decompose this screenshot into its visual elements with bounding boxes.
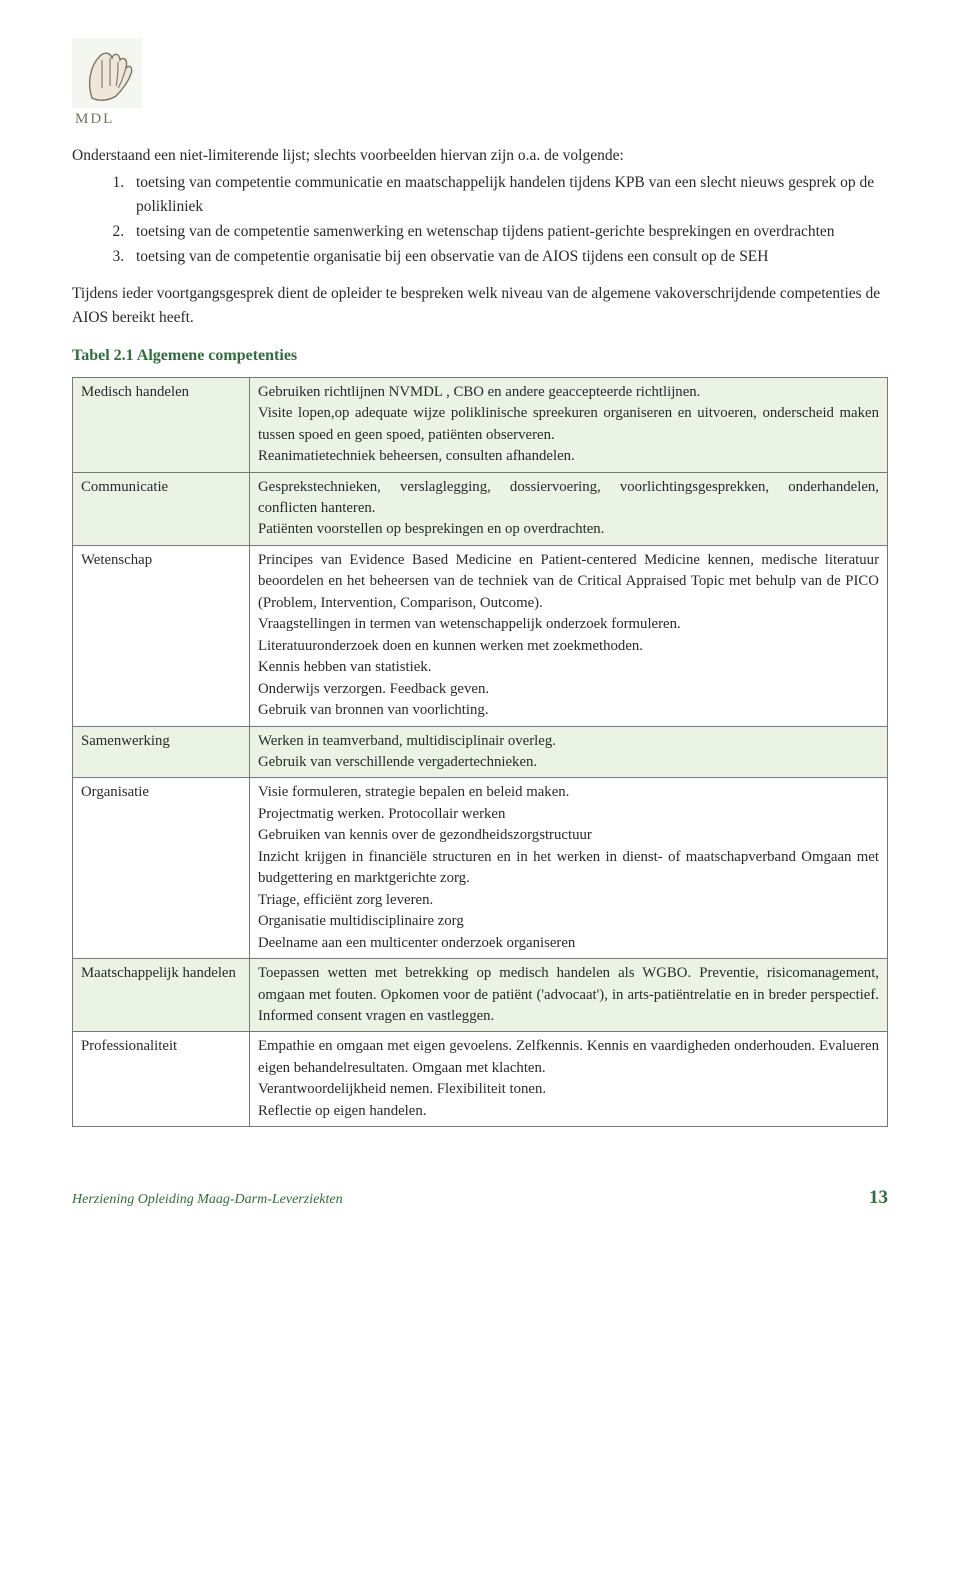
table-row: Medisch handelenGebruiken richtlijnen NV… bbox=[73, 377, 888, 472]
table-body: Medisch handelenGebruiken richtlijnen NV… bbox=[73, 377, 888, 1127]
list-item: toetsing van competentie communicatie en… bbox=[128, 171, 888, 218]
row-label: Maatschappelijk handelen bbox=[73, 959, 250, 1032]
row-label: Medisch handelen bbox=[73, 377, 250, 472]
row-label: Wetenschap bbox=[73, 545, 250, 726]
list-item: toetsing van de competentie organisatie … bbox=[128, 245, 888, 268]
footer-title: Herziening Opleiding Maag-Darm-Leverziek… bbox=[72, 1192, 343, 1208]
row-content: Werken in teamverband, multidisciplinair… bbox=[250, 726, 888, 778]
table-row: WetenschapPrincipes van Evidence Based M… bbox=[73, 545, 888, 726]
table-row: CommunicatieGesprekstechnieken, verslagl… bbox=[73, 472, 888, 545]
hand-illustration-icon: MDL bbox=[72, 38, 142, 126]
paragraph: Tijdens ieder voortgangsgesprek dient de… bbox=[72, 282, 888, 329]
table-row: ProfessionaliteitEmpathie en omgaan met … bbox=[73, 1032, 888, 1127]
row-content: Gebruiken richtlijnen NVMDL , CBO en and… bbox=[250, 377, 888, 472]
row-label: Professionaliteit bbox=[73, 1032, 250, 1127]
row-content: Toepassen wetten met betrekking op medis… bbox=[250, 959, 888, 1032]
competencies-table: Medisch handelenGebruiken richtlijnen NV… bbox=[72, 377, 888, 1128]
row-content: Visie formuleren, strategie bepalen en b… bbox=[250, 778, 888, 959]
logo: MDL bbox=[72, 38, 888, 126]
row-label: Organisatie bbox=[73, 778, 250, 959]
row-label: Communicatie bbox=[73, 472, 250, 545]
table-row: OrganisatieVisie formuleren, strategie b… bbox=[73, 778, 888, 959]
logo-text: MDL bbox=[75, 111, 114, 126]
table-title: Tabel 2.1 Algemene competenties bbox=[72, 347, 888, 365]
table-row: SamenwerkingWerken in teamverband, multi… bbox=[73, 726, 888, 778]
row-label: Samenwerking bbox=[73, 726, 250, 778]
numbered-list: toetsing van competentie communicatie en… bbox=[72, 171, 888, 268]
row-content: Empathie en omgaan met eigen gevoelens. … bbox=[250, 1032, 888, 1127]
row-content: Gesprekstechnieken, verslaglegging, doss… bbox=[250, 472, 888, 545]
table-row: Maatschappelijk handelenToepassen wetten… bbox=[73, 959, 888, 1032]
intro-text: Onderstaand een niet-limiterende lijst; … bbox=[72, 144, 888, 167]
row-content: Principes van Evidence Based Medicine en… bbox=[250, 545, 888, 726]
page-footer: Herziening Opleiding Maag-Darm-Leverziek… bbox=[72, 1187, 888, 1209]
page-number: 13 bbox=[869, 1187, 888, 1209]
list-item: toetsing van de competentie samenwerking… bbox=[128, 220, 888, 243]
